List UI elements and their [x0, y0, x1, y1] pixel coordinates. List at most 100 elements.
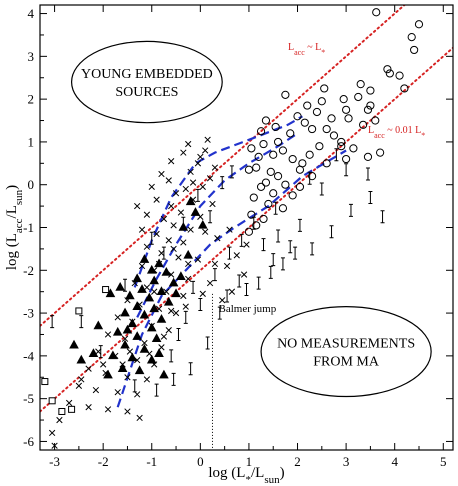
x-tick-label: 1: [246, 454, 253, 469]
point-errorbar-0: [237, 274, 242, 288]
point-circle-44: [281, 180, 290, 189]
y-tick-label: -4: [23, 348, 34, 363]
x-tick-label: 4: [391, 454, 398, 469]
point-circle-14: [317, 97, 326, 106]
point-triangle-7: [137, 284, 147, 293]
point-circle-53: [259, 214, 268, 224]
point-errorbar-30: [365, 167, 370, 181]
point-circle-46: [269, 189, 278, 198]
point-errorbar-17: [183, 310, 188, 324]
blue-boundary-curves: [116, 115, 347, 408]
y-axis-label: log (Lacc/Lsun): [4, 185, 25, 270]
point-circle-58: [295, 165, 305, 174]
point-errorbar-47: [271, 253, 276, 267]
point-square-0: [75, 307, 83, 315]
point-errorbar-23: [239, 233, 244, 247]
point-triangle-28: [69, 339, 79, 349]
point-circle-63: [349, 144, 358, 153]
point-x-13: [160, 215, 168, 223]
blue-curve-upper: [133, 115, 303, 288]
y-tick-label: -6: [23, 434, 34, 449]
point-circle-42: [244, 165, 254, 174]
point-circle-12: [320, 84, 329, 93]
point-x-95: [158, 170, 165, 178]
point-circle-54: [366, 101, 375, 110]
point-errorbar-48: [288, 240, 293, 254]
point-errorbar-45: [188, 362, 193, 376]
point-circle-68: [261, 116, 271, 125]
point-circle-55: [363, 105, 373, 114]
point-triangle-45: [122, 324, 133, 334]
point-x-16: [202, 228, 209, 235]
y-tick-label: 4: [28, 6, 35, 21]
point-circle-67: [342, 154, 351, 164]
point-x-79: [185, 260, 192, 268]
point-x-82: [243, 241, 250, 248]
point-triangle-44: [159, 369, 169, 379]
point-circle-39: [252, 163, 261, 172]
point-circle-35: [254, 152, 263, 161]
point-triangle-34: [171, 288, 181, 298]
point-x-24: [211, 260, 219, 268]
point-circle-2: [407, 32, 416, 42]
point-errorbar-2: [256, 276, 261, 290]
point-x-87: [153, 196, 160, 203]
point-circle-19: [371, 116, 380, 125]
point-square-5: [48, 397, 56, 405]
point-circle-26: [256, 127, 266, 136]
point-errorbar-24: [251, 216, 256, 230]
point-triangle-22: [120, 339, 130, 349]
point-triangle-1: [154, 258, 164, 268]
blue-curve-middle: [136, 132, 299, 318]
point-x-44: [121, 335, 129, 342]
region-ellipse-text-1-1: YOUNG EMBEDDED: [81, 67, 213, 82]
point-triangle-9: [125, 290, 135, 300]
x-tick-label: -1: [146, 454, 157, 469]
point-circle-21: [300, 118, 309, 127]
point-x-10: [168, 202, 175, 210]
point-x-76: [126, 348, 134, 355]
point-circle-56: [305, 150, 314, 159]
point-x-92: [168, 158, 175, 165]
point-circle-10: [354, 92, 363, 102]
point-triangle-10: [144, 292, 155, 302]
point-triangle-6: [168, 277, 179, 287]
point-circle-29: [329, 131, 339, 140]
x-tick-label: 3: [343, 454, 350, 469]
point-x-64: [136, 414, 143, 422]
point-circle-16: [312, 107, 322, 117]
point-x-85: [189, 179, 197, 186]
point-x-46: [158, 344, 165, 351]
point-circle-24: [307, 124, 317, 134]
point-circle-59: [244, 227, 254, 236]
region-ellipse-text-2-2: FROM MA: [313, 355, 380, 370]
point-triangle-38: [185, 196, 196, 206]
region-ellipse-1: [70, 40, 223, 124]
point-triangle-2: [146, 264, 157, 274]
x-tick-label: 5: [440, 454, 447, 469]
point-errorbar-13: [261, 238, 266, 252]
y-tick-label: 2: [28, 92, 35, 107]
point-circle-7: [356, 80, 365, 89]
point-errorbar-14: [225, 289, 230, 303]
point-errorbar-3: [268, 265, 273, 279]
point-circle-3: [410, 45, 419, 55]
point-x-63: [56, 416, 63, 424]
point-x-7: [172, 190, 180, 197]
point-errorbar-33: [220, 176, 225, 190]
point-triangle-32: [134, 365, 145, 375]
point-x-62: [124, 408, 131, 415]
point-errorbar-44: [171, 372, 176, 386]
point-x-15: [187, 226, 194, 233]
point-errorbar-9: [368, 191, 373, 205]
point-x-86: [165, 177, 172, 184]
point-x-29: [206, 279, 214, 287]
x-tick-label: -3: [49, 454, 60, 469]
point-x-19: [180, 239, 187, 246]
point-triangle-4: [132, 273, 142, 283]
point-errorbar-11: [297, 218, 302, 232]
point-circle-15: [303, 101, 312, 110]
point-errorbar-20: [191, 280, 196, 294]
point-circle-40: [266, 167, 275, 176]
